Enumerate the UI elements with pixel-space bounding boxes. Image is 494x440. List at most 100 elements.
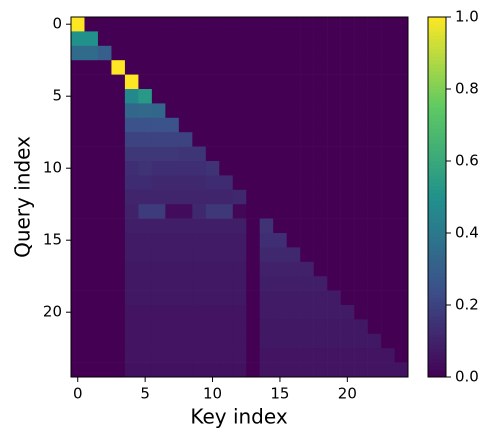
colorbar-segment	[428, 373, 446, 378]
heatmap-cell	[232, 204, 247, 219]
heatmap-cell	[219, 31, 234, 47]
heatmap-cell	[340, 218, 355, 234]
heatmap-cell	[313, 362, 328, 378]
heatmap-cell	[246, 305, 261, 320]
heatmap-cell	[367, 103, 382, 119]
heatmap-cell	[84, 261, 99, 277]
heatmap-cell	[124, 103, 139, 119]
heatmap-cell	[111, 305, 126, 320]
heatmap-cell	[286, 204, 301, 219]
heatmap-cell	[205, 218, 220, 234]
heatmap-cell	[124, 89, 139, 104]
colorbar-tick-label: 0.6	[455, 152, 479, 170]
colorbar-segment	[428, 351, 446, 356]
heatmap-cell	[246, 348, 261, 363]
heatmap-cell	[273, 60, 287, 75]
heatmap-cell	[246, 333, 261, 349]
heatmap-cell	[367, 161, 382, 176]
colorbar-segment	[428, 103, 446, 108]
heatmap-cell	[273, 17, 287, 32]
heatmap-cell	[327, 45, 341, 61]
colorbar-segment	[428, 247, 446, 252]
heatmap-cell	[286, 74, 301, 90]
heatmap-cell	[97, 117, 112, 133]
heatmap-cell	[71, 333, 85, 349]
heatmap-cell	[367, 204, 382, 219]
heatmap-cell	[381, 161, 395, 176]
heatmap-cell	[232, 261, 247, 277]
heatmap-cell	[205, 132, 220, 147]
colorbar-segment	[428, 287, 446, 292]
heatmap-cell	[327, 146, 341, 162]
heatmap-cell	[394, 276, 409, 291]
heatmap-cell	[71, 204, 85, 219]
heatmap-cell	[124, 60, 139, 75]
heatmap-cell	[71, 31, 85, 47]
heatmap-cell	[178, 117, 193, 133]
heatmap-cell	[286, 218, 301, 234]
heatmap-cell	[124, 74, 139, 90]
heatmap-cell	[219, 17, 234, 32]
heatmap-cell	[273, 175, 287, 191]
heatmap-cell	[124, 146, 139, 162]
heatmap-cell	[219, 290, 234, 306]
heatmap-cell	[394, 218, 409, 234]
colorbar-segment	[428, 369, 446, 374]
heatmap-cell	[367, 333, 382, 349]
heatmap-cell	[178, 218, 193, 234]
heatmap-cell	[138, 161, 153, 176]
heatmap-cell	[246, 204, 261, 219]
heatmap-cell	[124, 348, 139, 363]
heatmap-cell	[381, 204, 395, 219]
heatmap-cell	[178, 247, 193, 263]
heatmap-cell	[246, 189, 261, 205]
heatmap-cell	[367, 348, 382, 363]
heatmap-cell	[354, 348, 368, 363]
heatmap-cell	[124, 175, 139, 191]
colorbar-segment	[428, 355, 446, 360]
colorbar-tick-label: 0.8	[455, 80, 479, 98]
colorbar-segment	[428, 179, 446, 184]
heatmap-cell	[313, 276, 328, 291]
colorbar-segment	[428, 110, 446, 115]
heatmap-cell	[259, 261, 274, 277]
colorbar-segment	[428, 143, 446, 148]
heatmap-cell	[327, 132, 341, 147]
heatmap-cell	[327, 218, 341, 234]
heatmap-cell	[367, 89, 382, 104]
heatmap-cell	[71, 45, 85, 61]
heatmap-cell	[300, 132, 314, 147]
heatmap-cell	[84, 146, 99, 162]
heatmap-cell	[151, 247, 166, 263]
heatmap-cell	[84, 132, 99, 147]
heatmap-cell	[340, 362, 355, 378]
heatmap-cell	[192, 60, 207, 75]
heatmap-cell	[138, 233, 153, 248]
plot-frame	[70, 16, 409, 378]
heatmap-cell	[178, 60, 193, 75]
heatmap-cell	[354, 276, 368, 291]
heatmap-cell	[138, 17, 153, 32]
heatmap-cell	[151, 290, 166, 306]
heatmap-cell	[300, 17, 314, 32]
heatmap-cell	[124, 333, 139, 349]
colorbar-segment	[428, 182, 446, 187]
heatmap-cell	[367, 189, 382, 205]
heatmap-cell	[165, 362, 180, 378]
heatmap-cell	[259, 362, 274, 378]
heatmap-cell	[219, 60, 234, 75]
heatmap-cell	[354, 218, 368, 234]
heatmap-cell	[97, 348, 112, 363]
heatmap-cell	[232, 89, 247, 104]
colorbar-segment	[428, 85, 446, 90]
heatmap-cell	[327, 290, 341, 306]
colorbar-segment	[428, 74, 446, 79]
colorbar-segment	[428, 114, 446, 119]
heatmap-cell	[219, 189, 234, 205]
heatmap-cell	[71, 218, 85, 234]
heatmap-cell	[394, 146, 409, 162]
heatmap-cell	[340, 333, 355, 349]
colorbar-segment	[428, 81, 446, 86]
heatmap-cell	[340, 103, 355, 119]
heatmap-cell	[178, 261, 193, 277]
